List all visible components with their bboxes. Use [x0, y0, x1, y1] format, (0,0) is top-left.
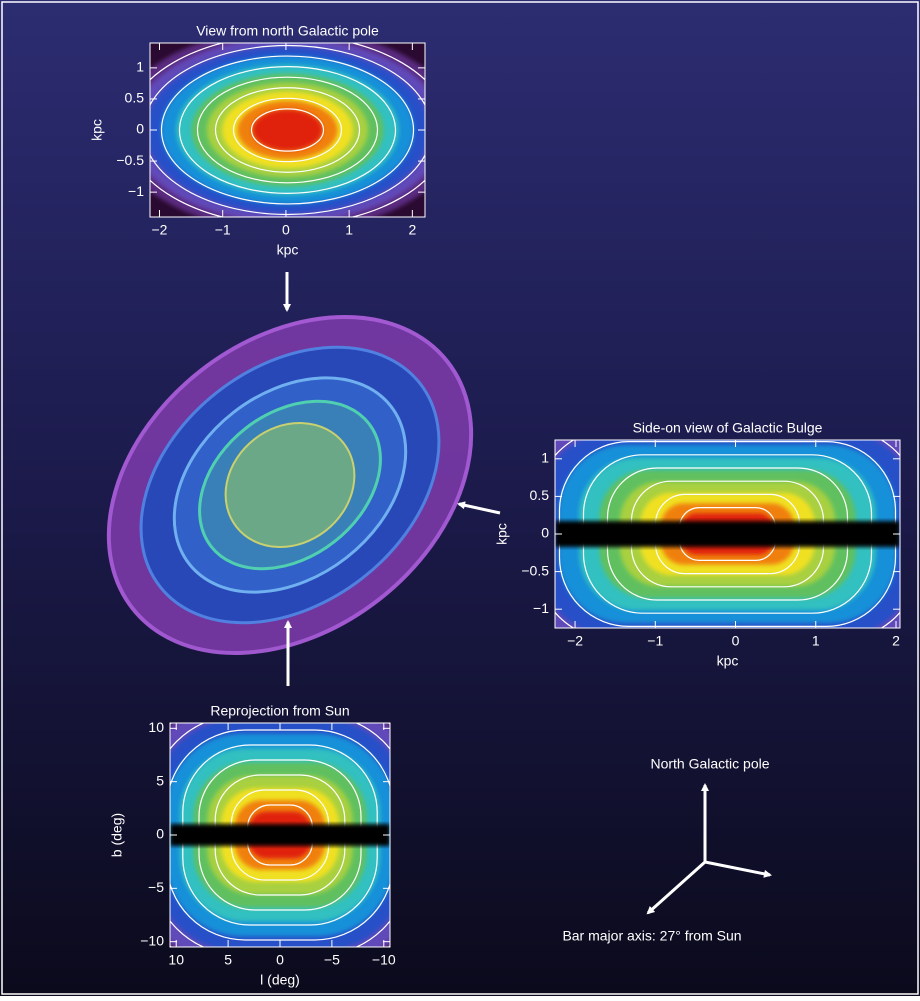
- extinction-band: [170, 824, 390, 846]
- axis-label: Bar major axis: 27° from Sun: [562, 928, 741, 944]
- x-tick-label: 2: [892, 633, 900, 649]
- panel-title: Side-on view of Galactic Bulge: [633, 420, 823, 436]
- x-tick-label: 1: [345, 222, 353, 238]
- density-map: [115, 29, 460, 231]
- y-axis-label: kpc: [89, 119, 105, 141]
- x-axis-label: kpc: [277, 242, 299, 258]
- y-tick-label: 1: [136, 59, 144, 75]
- x-tick-label: 10: [168, 952, 184, 968]
- x-tick-label: −1: [215, 222, 231, 238]
- x-tick-label: −10: [372, 952, 396, 968]
- x-tick-label: −5: [324, 952, 340, 968]
- x-tick-label: −2: [567, 633, 583, 649]
- x-tick-label: 0: [732, 633, 740, 649]
- y-tick-label: 5: [156, 772, 164, 788]
- y-tick-label: 0.5: [530, 487, 550, 503]
- x-tick-label: −1: [647, 633, 663, 649]
- contour-fill: [253, 110, 323, 151]
- y-tick-label: −0.5: [521, 562, 549, 578]
- axis-label: North Galactic pole: [650, 756, 769, 772]
- y-tick-label: 1: [541, 450, 549, 466]
- y-tick-label: −1: [533, 600, 549, 616]
- x-tick-label: 5: [224, 952, 232, 968]
- x-tick-label: 0: [282, 222, 290, 238]
- extinction-band: [555, 521, 900, 547]
- x-tick-label: −2: [151, 222, 167, 238]
- y-tick-label: 10: [148, 719, 164, 735]
- x-axis-label: l (deg): [260, 972, 300, 988]
- y-tick-label: −5: [148, 879, 164, 895]
- x-axis-label: kpc: [717, 653, 739, 669]
- x-tick-label: 2: [408, 222, 416, 238]
- y-tick-label: −1: [128, 183, 144, 199]
- y-axis-label: b (deg): [109, 813, 125, 857]
- y-tick-label: 0: [136, 121, 144, 137]
- panel-title: Reprojection from Sun: [210, 703, 349, 719]
- panel-title: View from north Galactic pole: [196, 23, 379, 39]
- x-tick-label: 1: [812, 633, 820, 649]
- y-tick-label: −0.5: [116, 152, 144, 168]
- y-tick-label: 0: [156, 826, 164, 842]
- y-tick-label: −10: [140, 932, 164, 948]
- y-axis-label: kpc: [494, 523, 510, 545]
- y-tick-label: 0.5: [125, 90, 145, 106]
- y-tick-label: 0: [541, 525, 549, 541]
- x-tick-label: 0: [276, 952, 284, 968]
